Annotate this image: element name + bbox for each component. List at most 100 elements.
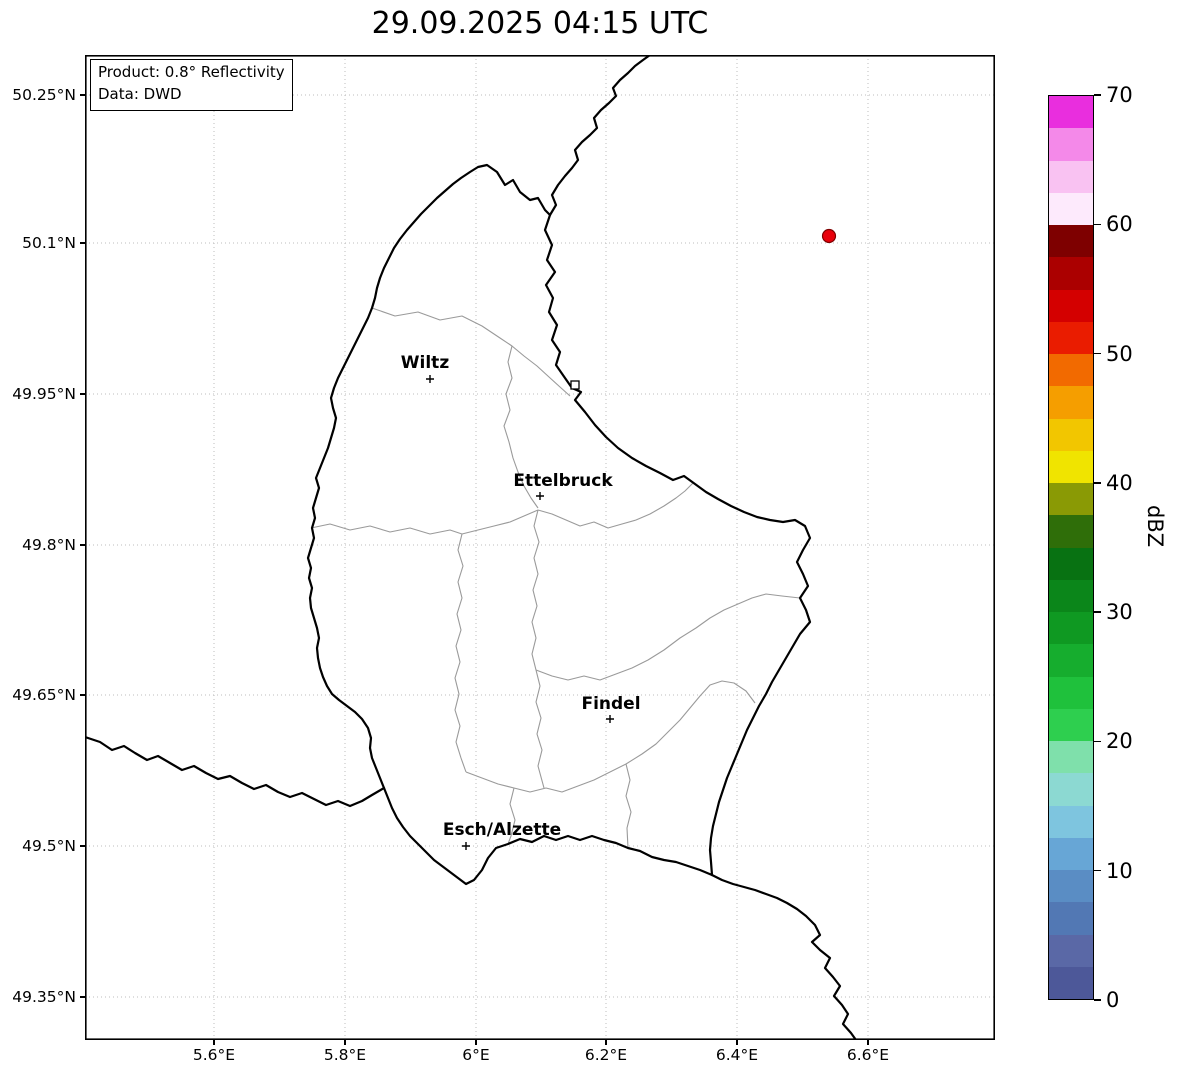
info-product: Product: 0.8° Reflectivity — [98, 63, 285, 81]
colorbar-tick — [1094, 870, 1101, 872]
colorbar-segment — [1049, 515, 1093, 548]
y-axis-tick-label: 50.25°N — [12, 86, 76, 104]
map-axes: Wiltz Ettelbruck Findel Esch/Alzette Pro… — [85, 55, 995, 1040]
graticule-grid — [85, 55, 995, 1040]
x-axis-tick — [867, 1040, 869, 1045]
axes-frame — [85, 55, 995, 1040]
y-axis-tick-label: 49.5°N — [22, 837, 76, 855]
info-box: Product: 0.8° Reflectivity Data: DWD — [90, 59, 293, 111]
belgium-germany-border — [548, 55, 652, 217]
x-axis-tick — [736, 1040, 738, 1045]
colorbar — [1048, 95, 1094, 1000]
city-findel: Findel — [581, 694, 641, 723]
x-axis-tick-label: 6.6°E — [846, 1046, 890, 1064]
colorbar-tick — [1094, 482, 1101, 484]
city-marker-icon — [426, 375, 434, 383]
colorbar-segment — [1049, 225, 1093, 258]
page-title: 29.09.2025 04:15 UTC — [371, 6, 709, 41]
colorbar-segment — [1049, 128, 1093, 161]
city-marker-icon — [536, 492, 544, 500]
city-label: Esch/Alzette — [443, 820, 561, 840]
colorbar-segment — [1049, 708, 1093, 741]
y-axis-tick-label: 50.1°N — [22, 234, 76, 252]
colorbar-segment — [1049, 805, 1093, 838]
x-axis-tick-label: 6°E — [462, 1046, 490, 1064]
colorbar-tick — [1094, 740, 1101, 743]
colorbar-segment — [1049, 96, 1093, 129]
colorbar-tick — [1094, 94, 1101, 96]
x-axis-tick-label: 5.8°E — [323, 1046, 367, 1064]
info-source: Data: DWD — [98, 84, 182, 103]
canton-boundaries — [310, 307, 801, 849]
x-axis-tick — [605, 1040, 607, 1045]
colorbar-tick-label: 30 — [1106, 600, 1133, 625]
luxembourg-border — [306, 163, 812, 886]
colorbar-segment — [1049, 386, 1093, 419]
colorbar-segment — [1049, 547, 1093, 580]
colorbar-segment — [1049, 160, 1093, 193]
colorbar-segment — [1049, 289, 1093, 322]
x-axis-tick — [344, 1040, 346, 1045]
y-axis-tick — [80, 94, 85, 96]
colorbar-segment — [1049, 483, 1093, 516]
city-label: Findel — [581, 694, 640, 714]
colorbar-tick — [1094, 999, 1101, 1001]
colorbar-segment — [1049, 966, 1093, 999]
colorbar-segment — [1049, 257, 1093, 290]
colorbar-segment — [1049, 773, 1093, 806]
y-axis-tick-label: 49.8°N — [22, 536, 76, 554]
border-notch-square — [570, 380, 580, 390]
city-ettelbruck: Ettelbruck — [513, 471, 613, 500]
colorbar-tick-label: 70 — [1106, 83, 1133, 107]
colorbar-segment — [1049, 741, 1093, 774]
city-wiltz: Wiltz — [401, 353, 450, 383]
colorbar-segment — [1049, 676, 1093, 709]
colorbar-segment — [1049, 354, 1093, 387]
colorbar-segment — [1049, 450, 1093, 483]
colorbar-tick-label: 10 — [1106, 858, 1133, 883]
y-axis-tick — [80, 996, 85, 998]
colorbar-tick-label: 40 — [1106, 470, 1133, 495]
colorbar-tick-label: 0 — [1106, 988, 1120, 1012]
colorbar-tick-label: 60 — [1106, 212, 1133, 237]
colorbar-segment — [1049, 870, 1093, 903]
x-axis-tick — [213, 1040, 215, 1045]
colorbar-tick — [1094, 223, 1101, 225]
colorbar-tick-label: 50 — [1106, 341, 1133, 366]
y-axis-tick-label: 49.35°N — [12, 988, 76, 1006]
colorbar-segment — [1049, 321, 1093, 354]
colorbar-segment — [1049, 934, 1093, 967]
y-axis-tick — [80, 845, 85, 847]
y-axis-tick-label: 49.95°N — [12, 385, 76, 403]
x-axis-tick-label: 6.4°E — [715, 1046, 759, 1064]
city-marker-icon — [606, 715, 614, 723]
city-label: Wiltz — [401, 353, 450, 373]
colorbar-tick-label: 20 — [1106, 729, 1133, 754]
colorbar-segment — [1049, 612, 1093, 645]
map-svg: Wiltz Ettelbruck Findel Esch/Alzette — [85, 55, 995, 1040]
national-borders — [85, 55, 858, 1040]
france-belgium-border — [85, 735, 386, 808]
x-axis-tick-label: 5.6°E — [192, 1046, 236, 1064]
city-marker-icon — [462, 842, 470, 850]
x-axis-tick — [475, 1040, 477, 1045]
colorbar-segment — [1049, 192, 1093, 225]
y-axis-tick — [80, 242, 85, 244]
y-axis-tick — [80, 393, 85, 395]
x-axis-tick-label: 6.2°E — [584, 1046, 628, 1064]
colorbar-segment — [1049, 418, 1093, 451]
colorbar-tick — [1094, 352, 1101, 355]
colorbar-segment — [1049, 837, 1093, 870]
city-label: Ettelbruck — [513, 471, 613, 491]
colorbar-tick — [1094, 611, 1101, 613]
city-esch-alzette: Esch/Alzette — [443, 820, 561, 850]
y-axis-tick — [80, 544, 85, 546]
colorbar-segment — [1049, 644, 1093, 677]
radar-echo-dot — [821, 228, 837, 244]
colorbar-segment — [1049, 579, 1093, 612]
colorbar-label: dBZ — [1143, 505, 1167, 548]
france-germany-border — [710, 873, 858, 1040]
y-axis-tick — [80, 694, 85, 696]
colorbar-segment — [1049, 902, 1093, 935]
